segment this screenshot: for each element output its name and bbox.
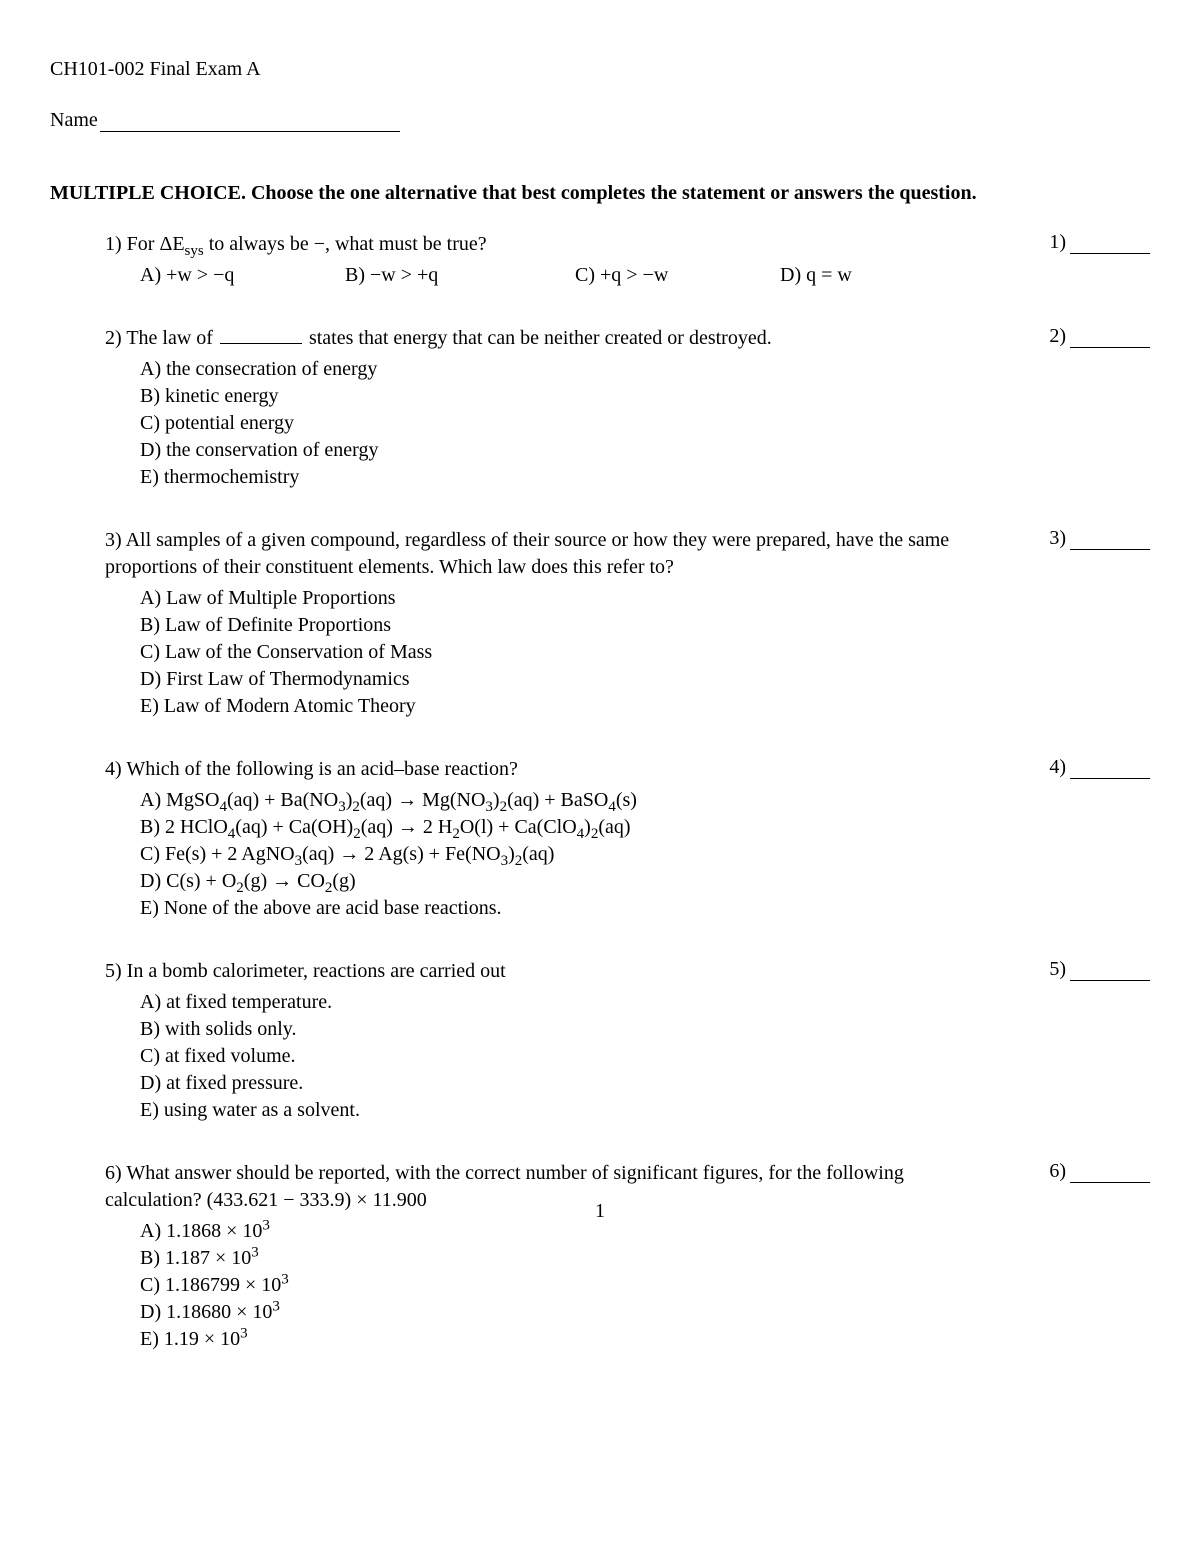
question-5-text: 5) In a bomb calorimeter, reactions are … [105, 958, 1150, 985]
q1-pre: For ΔE [127, 233, 185, 255]
page-number: 1 [0, 1200, 1200, 1223]
q2-pre: The law of [126, 327, 218, 349]
q5-num: 5) [105, 960, 122, 982]
q3-options: A) Law of Multiple Proportions B) Law of… [105, 585, 1150, 720]
side-num-5: 5) [1049, 958, 1066, 980]
section-label: MULTIPLE CHOICE. [50, 182, 246, 204]
q2-opt-e[interactable]: E) thermochemistry [140, 464, 1150, 491]
q1-num: 1) [105, 233, 122, 255]
q3-opt-d[interactable]: D) First Law of Thermodynamics [140, 666, 1150, 693]
q4-opt-a[interactable]: A) MgSO4(aq) + Ba(NO3)2(aq) → Mg(NO3)2(a… [140, 787, 1150, 814]
name-input-line[interactable] [100, 131, 400, 132]
question-1: 1) 1) For ΔEsys to always be −, what mus… [50, 231, 1150, 289]
q1-sub: sys [185, 243, 204, 259]
exam-page: CH101-002 Final Exam A Name MULTIPLE CHO… [0, 0, 1200, 1553]
q6-opt-b[interactable]: B) 1.187 × 103 [140, 1245, 1150, 1272]
q5-pre: In a bomb calorimeter, reactions are car… [127, 960, 506, 982]
q5-opt-d[interactable]: D) at fixed pressure. [140, 1070, 1150, 1097]
side-num-3: 3) [1049, 527, 1066, 549]
q5-options: A) at fixed temperature. B) with solids … [105, 989, 1150, 1124]
answer-slot-1: 1) [1049, 231, 1150, 254]
q4-opt-c[interactable]: C) Fe(s) + 2 AgNO3(aq) → 2 Ag(s) + Fe(NO… [140, 841, 1150, 868]
q3-opt-e[interactable]: E) Law of Modern Atomic Theory [140, 693, 1150, 720]
q4-pre: Which of the following is an acid–base r… [126, 758, 518, 780]
q2-opt-a[interactable]: A) the consecration of energy [140, 356, 1150, 383]
answer-slot-3: 3) [1049, 527, 1150, 550]
q1-options: A) +w > −q B) −w > +q C) +q > −w D) q = … [105, 262, 1150, 289]
q1-opt-a[interactable]: A) +w > −q [140, 262, 345, 289]
side-num-2: 2) [1049, 325, 1066, 347]
q3-num: 3) [105, 529, 122, 551]
side-num-4: 4) [1049, 756, 1066, 778]
answer-line-6[interactable] [1070, 1182, 1150, 1183]
q1-opt-c[interactable]: C) +q > −w [575, 262, 780, 289]
q3-pre: All samples of a given compound, regardl… [105, 529, 949, 578]
q4-opt-d[interactable]: D) C(s) + O2(g) → CO2(g) [140, 868, 1150, 895]
q2-blank [220, 343, 302, 344]
name-row: Name [50, 109, 1150, 132]
question-4: 4) 4) Which of the following is an acid–… [50, 756, 1150, 922]
q5-opt-b[interactable]: B) with solids only. [140, 1016, 1150, 1043]
answer-line-3[interactable] [1070, 549, 1150, 550]
side-num-6: 6) [1049, 1160, 1066, 1182]
q4-opt-e[interactable]: E) None of the above are acid base react… [140, 895, 1150, 922]
answer-slot-2: 2) [1049, 325, 1150, 348]
course-title: CH101-002 Final Exam A [50, 58, 1150, 81]
q6-opt-c[interactable]: C) 1.186799 × 103 [140, 1272, 1150, 1299]
answer-slot-5: 5) [1049, 958, 1150, 981]
question-3-text: 3) All samples of a given compound, rega… [105, 527, 1150, 581]
question-5: 5) 5) In a bomb calorimeter, reactions a… [50, 958, 1150, 1124]
q1-opt-d[interactable]: D) q = w [780, 262, 852, 289]
q5-opt-c[interactable]: C) at fixed volume. [140, 1043, 1150, 1070]
q6-num: 6) [105, 1162, 122, 1184]
q5-opt-a[interactable]: A) at fixed temperature. [140, 989, 1150, 1016]
q2-opt-c[interactable]: C) potential energy [140, 410, 1150, 437]
side-num-1: 1) [1049, 231, 1066, 253]
name-label: Name [50, 109, 98, 131]
question-2: 2) 2) The law of states that energy that… [50, 325, 1150, 491]
answer-line-2[interactable] [1070, 347, 1150, 348]
question-3: 3) 3) All samples of a given compound, r… [50, 527, 1150, 720]
section-instructions: Choose the one alternative that best com… [246, 182, 977, 204]
q6-opt-d[interactable]: D) 1.18680 × 103 [140, 1299, 1150, 1326]
q2-opt-b[interactable]: B) kinetic energy [140, 383, 1150, 410]
q4-num: 4) [105, 758, 122, 780]
answer-slot-4: 4) [1049, 756, 1150, 779]
q3-opt-b[interactable]: B) Law of Definite Proportions [140, 612, 1150, 639]
question-6: 6) 6) What answer should be reported, wi… [50, 1160, 1150, 1353]
q4-options: A) MgSO4(aq) + Ba(NO3)2(aq) → Mg(NO3)2(a… [105, 787, 1150, 922]
q2-post: states that energy that can be neither c… [304, 327, 772, 349]
answer-line-4[interactable] [1070, 778, 1150, 779]
q2-options: A) the consecration of energy B) kinetic… [105, 356, 1150, 491]
q6-options: A) 1.1868 × 103 B) 1.187 × 103 C) 1.1867… [105, 1218, 1150, 1353]
section-heading: MULTIPLE CHOICE. Choose the one alternat… [50, 182, 1150, 205]
q1-opt-b[interactable]: B) −w > +q [345, 262, 575, 289]
q3-opt-c[interactable]: C) Law of the Conservation of Mass [140, 639, 1150, 666]
q4-opt-b[interactable]: B) 2 HClO4(aq) + Ca(OH)2(aq) → 2 H2O(l) … [140, 814, 1150, 841]
answer-line-5[interactable] [1070, 980, 1150, 981]
answer-line-1[interactable] [1070, 253, 1150, 254]
question-1-text: 1) For ΔEsys to always be −, what must b… [105, 231, 1150, 258]
q3-opt-a[interactable]: A) Law of Multiple Proportions [140, 585, 1150, 612]
question-4-text: 4) Which of the following is an acid–bas… [105, 756, 1150, 783]
q2-opt-d[interactable]: D) the conservation of energy [140, 437, 1150, 464]
q1-post: to always be −, what must be true? [204, 233, 487, 255]
q5-opt-e[interactable]: E) using water as a solvent. [140, 1097, 1150, 1124]
q2-num: 2) [105, 327, 122, 349]
q6-opt-e[interactable]: E) 1.19 × 103 [140, 1326, 1150, 1353]
answer-slot-6: 6) [1049, 1160, 1150, 1183]
question-2-text: 2) The law of states that energy that ca… [105, 325, 1150, 352]
